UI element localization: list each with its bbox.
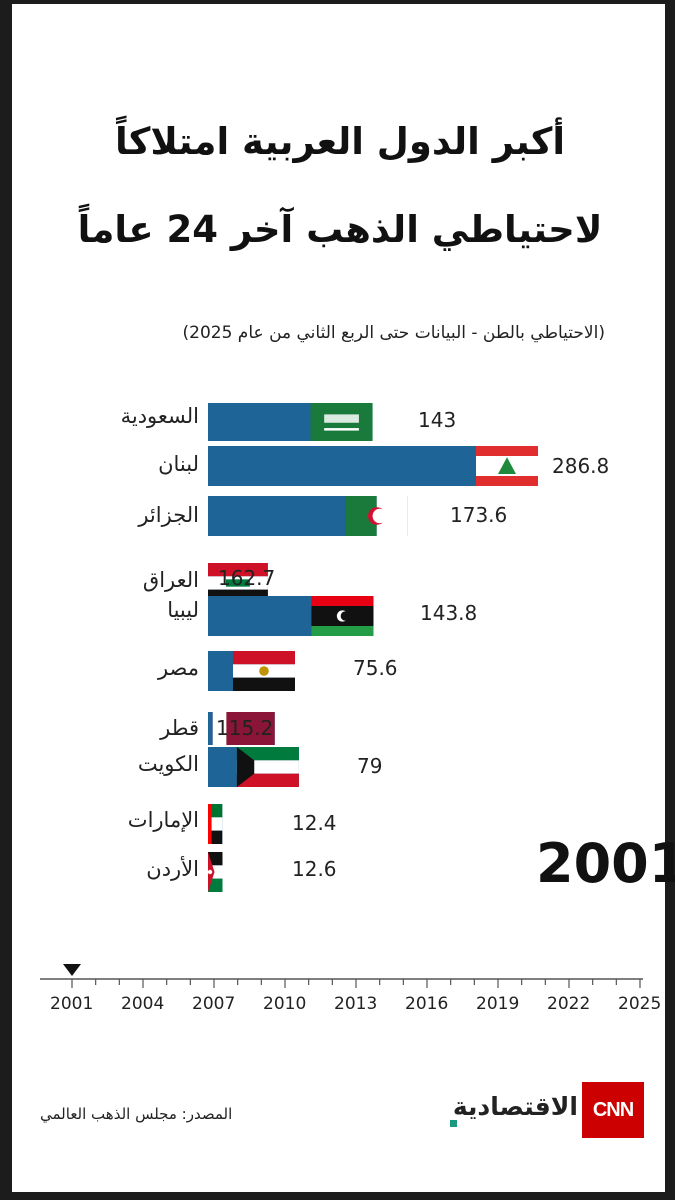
country-label-iraq: العراق	[142, 568, 199, 592]
bar-libya	[208, 596, 374, 636]
cnn-logo-icon: CNN	[582, 1082, 644, 1138]
country-label-libya: ليبيا	[167, 598, 199, 622]
value-label-uae: 12.4	[292, 811, 337, 835]
timeline-tick-label-2019: 2019	[476, 994, 520, 1014]
bar-rect-libya	[208, 596, 374, 636]
value-label-libya: 143.8	[420, 601, 478, 625]
source-credit: المصدر: مجلس الذهب العالمي	[40, 1105, 233, 1123]
value-label-jordan: 12.6	[292, 857, 337, 881]
value-label-saudi-arabia: 143	[418, 408, 457, 432]
value-label-iraq: 162.7	[218, 566, 276, 590]
timeline-tick-label-2007: 2007	[192, 994, 236, 1014]
value-label-lebanon: 286.8	[552, 454, 610, 478]
country-label-kuwait: الكويت	[137, 752, 199, 776]
logo-arabic-text: الاقتصادية	[452, 1092, 578, 1121]
bar-jordan	[207, 852, 223, 892]
current-year-display: 2001	[536, 832, 675, 895]
timeline-tick-label-2004: 2004	[121, 994, 165, 1014]
bar-rect-uae	[208, 804, 223, 844]
bar-kuwait	[208, 747, 299, 787]
bar-lebanon	[208, 446, 538, 486]
left-border	[0, 0, 12, 1200]
timeline-marker-icon[interactable]	[63, 964, 81, 976]
chart-subtitle: (الاحتياطي بالطن - البيانات حتى الربع ال…	[182, 323, 606, 343]
saudi-arabia-flag-icon	[310, 403, 373, 441]
bar-rect-saudi-arabia	[208, 403, 373, 441]
timeline-tick-label-2022: 2022	[547, 994, 591, 1014]
country-label-saudi-arabia: السعودية	[120, 404, 199, 428]
timeline-tick-label-2016: 2016	[405, 994, 449, 1014]
timeline-tick-label-2013: 2013	[334, 994, 378, 1014]
bar-saudi-arabia	[208, 403, 373, 441]
country-label-jordan: الأردن	[146, 857, 199, 881]
kuwait-flag-icon	[236, 747, 299, 787]
cnn-alaqtisadiya-logo: الاقتصادية CNN	[440, 1080, 646, 1140]
country-label-qatar: قطر	[160, 716, 199, 740]
country-label-egypt: مصر	[157, 656, 199, 680]
bar-rect-algeria	[208, 496, 408, 536]
bottom-border	[0, 1192, 675, 1200]
chart-title-line-1: أكبر الدول العربية امتلاكاً	[114, 120, 566, 163]
bar-egypt	[208, 651, 295, 691]
timeline-tick-label-2010: 2010	[263, 994, 307, 1014]
bar-rect-jordan	[208, 852, 223, 892]
value-label-egypt: 75.6	[353, 656, 398, 680]
country-label-uae: الإمارات	[127, 808, 199, 832]
timeline-tick-label-2025: 2025	[618, 994, 662, 1014]
bar-rect-kuwait	[208, 747, 299, 787]
chart-title-line-2: لاحتياطي الذهب آخر 24 عاماً	[77, 208, 603, 251]
value-label-qatar: 115.2	[216, 716, 274, 740]
bar-rect-lebanon	[208, 446, 538, 486]
bar-algeria	[208, 496, 408, 536]
value-label-algeria: 173.6	[450, 503, 508, 527]
lebanon-flag-icon	[476, 446, 538, 486]
bar-rect-egypt	[208, 651, 295, 691]
country-label-algeria: الجزائر	[138, 503, 199, 527]
right-border	[665, 0, 675, 1200]
uae-flag-icon	[208, 804, 223, 844]
jordan-flag-icon	[207, 852, 223, 892]
egypt-flag-icon	[232, 651, 295, 691]
libya-flag-icon	[311, 596, 374, 636]
logo-accent-dot	[450, 1120, 457, 1127]
bar-uae	[208, 804, 223, 844]
top-border	[0, 0, 675, 4]
timeline-tick-label-2001: 2001	[50, 994, 94, 1014]
value-label-kuwait: 79	[357, 754, 383, 778]
algeria-flag-icon	[345, 496, 408, 536]
country-label-lebanon: لبنان	[158, 452, 199, 476]
